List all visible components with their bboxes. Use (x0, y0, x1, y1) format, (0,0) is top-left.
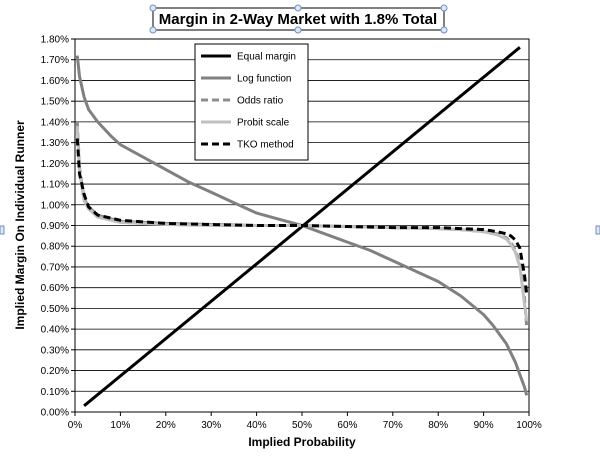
x-tick-label: 60% (337, 420, 357, 431)
y-tick-label: 1.50% (41, 97, 69, 108)
y-axis-ticks: 0.00% 0.10% 0.20% 0.30% 0.40% 0.50% 0.60% 0.70%… (41, 35, 75, 419)
x-tick-label: 50% (292, 420, 312, 431)
y-axis-title: Implied Margin On Individual Runner (13, 120, 27, 330)
x-tick-label: 10% (110, 420, 130, 431)
title-handle-top-right[interactable] (440, 4, 448, 12)
x-tick-label: 80% (428, 420, 448, 431)
x-tick-label: 70% (383, 420, 403, 431)
y-tick-label: 0.40% (41, 325, 69, 336)
legend-label-probit-scale: Probit scale (237, 118, 290, 129)
x-tick-label: 0% (68, 420, 83, 431)
x-axis-ticks: 0% 10% 20% 30% 40% 50% 60% 70% 80% 90% 100% (68, 412, 542, 431)
x-tick-label: 90% (474, 420, 494, 431)
x-tick-label: 30% (201, 420, 221, 431)
title-handle-top-mid[interactable] (294, 4, 302, 12)
legend-label-equal-margin: Equal margin (237, 52, 296, 63)
x-tick-label: 20% (156, 420, 176, 431)
y-tick-label: 1.30% (41, 138, 69, 149)
y-tick-label: 1.00% (41, 200, 69, 211)
y-tick-label: 1.70% (41, 55, 69, 66)
y-tick-label: 0.90% (41, 221, 69, 232)
y-tick-label: 0.70% (41, 262, 69, 273)
y-tick-label: 1.20% (41, 159, 69, 170)
chart-handle-right[interactable] (595, 225, 600, 235)
legend-label-odds-ratio: Odds ratio (237, 96, 284, 107)
x-axis-title: Implied Probability (248, 435, 356, 449)
chart-handle-left[interactable] (0, 225, 5, 235)
x-tick-label: 40% (247, 420, 267, 431)
series-lines (75, 46, 529, 407)
legend[interactable]: Equal margin Log function Odds ratio Probit… (194, 43, 309, 161)
y-tick-label: 0.30% (41, 345, 69, 356)
y-tick-label: 0.00% (41, 408, 69, 419)
y-tick-label: 1.10% (41, 180, 69, 191)
chart-title: Margin in 2-Way Market with 1.8% Total (159, 11, 437, 28)
y-tick-label: 0.20% (41, 366, 69, 377)
series-line-tko-method (75, 138, 529, 295)
legend-box[interactable] (194, 43, 309, 161)
y-tick-label: 0.60% (41, 283, 69, 294)
legend-label-log-function: Log function (237, 74, 292, 85)
title-handle-bottom-mid[interactable] (294, 26, 302, 34)
title-handle-top-left[interactable] (149, 4, 157, 12)
legend-label-tko-method: TKO method (237, 140, 294, 151)
title-handle-bottom-right[interactable] (440, 26, 448, 34)
y-tick-label: 0.50% (41, 304, 69, 315)
y-tick-label: 1.40% (41, 117, 69, 128)
y-tick-label: 0.80% (41, 242, 69, 253)
x-tick-label: 100% (516, 420, 542, 431)
y-tick-label: 0.10% (41, 387, 69, 398)
y-tick-label: 1.60% (41, 76, 69, 87)
y-tick-label: 1.80% (41, 35, 69, 46)
title-handle-bottom-left[interactable] (149, 26, 157, 34)
title-group[interactable]: Margin in 2-Way Market with 1.8% Total (149, 4, 448, 34)
